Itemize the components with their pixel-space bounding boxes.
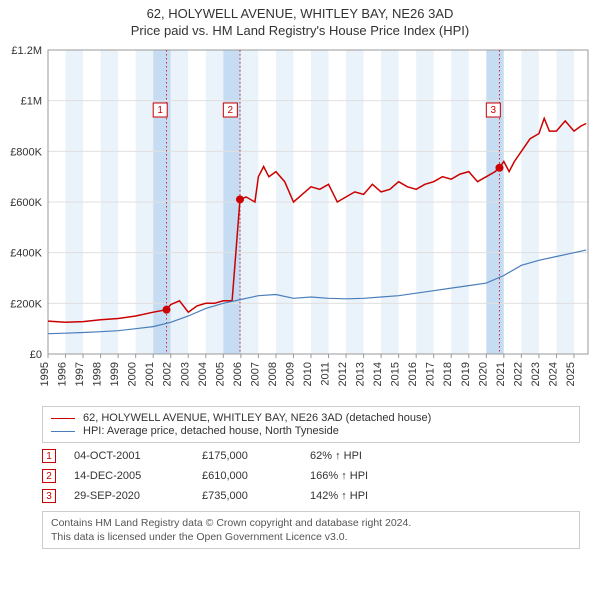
chart-container: 62, HOLYWELL AVENUE, WHITLEY BAY, NE26 3… (0, 0, 600, 590)
legend-item: 62, HOLYWELL AVENUE, WHITLEY BAY, NE26 3… (51, 412, 571, 424)
chart-title: 62, HOLYWELL AVENUE, WHITLEY BAY, NE26 3… (0, 0, 600, 21)
svg-text:£1M: £1M (21, 96, 42, 108)
chart-subtitle: Price paid vs. HM Land Registry's House … (0, 23, 600, 38)
sale-pct: 142% ↑ HPI (310, 490, 368, 502)
sale-date: 04-OCT-2001 (74, 450, 184, 462)
sale-events: 1 04-OCT-2001 £175,000 62% ↑ HPI 2 14-DE… (42, 449, 580, 503)
attribution-footer: Contains HM Land Registry data © Crown c… (42, 511, 580, 549)
sale-marker-icon: 1 (42, 449, 56, 463)
sale-date: 14-DEC-2005 (74, 470, 184, 482)
svg-text:2016: 2016 (407, 362, 419, 386)
sale-price: £735,000 (202, 490, 292, 502)
svg-text:£600K: £600K (10, 197, 42, 209)
legend-item: HPI: Average price, detached house, Nort… (51, 425, 571, 437)
line-chart-svg: £0 £200K £400K £600K £800K £1M £1.2M 1 2 3 1995 199… (0, 42, 600, 402)
svg-text:2: 2 (228, 105, 234, 116)
svg-text:2019: 2019 (460, 362, 472, 386)
svg-text:2007: 2007 (249, 362, 261, 386)
legend-label: 62, HOLYWELL AVENUE, WHITLEY BAY, NE26 3… (83, 412, 431, 424)
sale-date: 29-SEP-2020 (74, 490, 184, 502)
svg-text:2021: 2021 (495, 362, 507, 386)
svg-text:£0: £0 (30, 349, 42, 361)
legend-swatch (51, 418, 75, 419)
svg-text:2009: 2009 (284, 362, 296, 386)
footer-line: Contains HM Land Registry data © Crown c… (51, 516, 571, 530)
svg-text:2018: 2018 (442, 362, 454, 386)
svg-text:2025: 2025 (565, 362, 577, 386)
sale-event-row: 1 04-OCT-2001 £175,000 62% ↑ HPI (42, 449, 580, 463)
sale-marker-icon: 2 (42, 469, 56, 483)
svg-text:1996: 1996 (57, 362, 69, 386)
svg-text:1999: 1999 (109, 362, 121, 386)
svg-text:2012: 2012 (337, 362, 349, 386)
svg-text:2013: 2013 (355, 362, 367, 386)
svg-text:2010: 2010 (302, 362, 314, 386)
svg-text:2003: 2003 (179, 362, 191, 386)
svg-text:£200K: £200K (10, 298, 42, 310)
svg-text:2022: 2022 (512, 362, 524, 386)
svg-text:2001: 2001 (144, 362, 156, 386)
sale-price: £610,000 (202, 470, 292, 482)
svg-text:2024: 2024 (547, 362, 559, 386)
svg-text:1997: 1997 (74, 362, 86, 386)
svg-text:£1.2M: £1.2M (11, 45, 42, 57)
svg-text:3: 3 (491, 105, 497, 116)
svg-text:2020: 2020 (477, 362, 489, 386)
svg-text:2005: 2005 (214, 362, 226, 386)
sale-marker-icon: 3 (42, 489, 56, 503)
svg-text:1995: 1995 (39, 362, 51, 386)
svg-text:2004: 2004 (197, 362, 209, 386)
svg-text:2023: 2023 (530, 362, 542, 386)
sale-event-row: 2 14-DEC-2005 £610,000 166% ↑ HPI (42, 469, 580, 483)
chart-area: £0 £200K £400K £600K £800K £1M £1.2M 1 2 3 1995 199… (0, 42, 600, 402)
svg-text:2017: 2017 (425, 362, 437, 386)
svg-text:2014: 2014 (372, 362, 384, 386)
legend: 62, HOLYWELL AVENUE, WHITLEY BAY, NE26 3… (42, 406, 580, 443)
svg-text:1998: 1998 (92, 362, 104, 386)
sale-event-row: 3 29-SEP-2020 £735,000 142% ↑ HPI (42, 489, 580, 503)
svg-text:1: 1 (157, 105, 163, 116)
sale-pct: 166% ↑ HPI (310, 470, 368, 482)
svg-text:2008: 2008 (267, 362, 279, 386)
svg-text:2002: 2002 (162, 362, 174, 386)
svg-text:2011: 2011 (320, 362, 332, 386)
sale-pct: 62% ↑ HPI (310, 450, 362, 462)
footer-line: This data is licensed under the Open Gov… (51, 530, 571, 544)
svg-text:2006: 2006 (232, 362, 244, 386)
svg-text:2015: 2015 (390, 362, 402, 386)
sale-price: £175,000 (202, 450, 292, 462)
legend-label: HPI: Average price, detached house, Nort… (83, 425, 339, 437)
svg-text:£400K: £400K (10, 248, 42, 260)
svg-text:£800K: £800K (10, 146, 42, 158)
svg-text:2000: 2000 (127, 362, 139, 386)
legend-swatch (51, 431, 75, 432)
